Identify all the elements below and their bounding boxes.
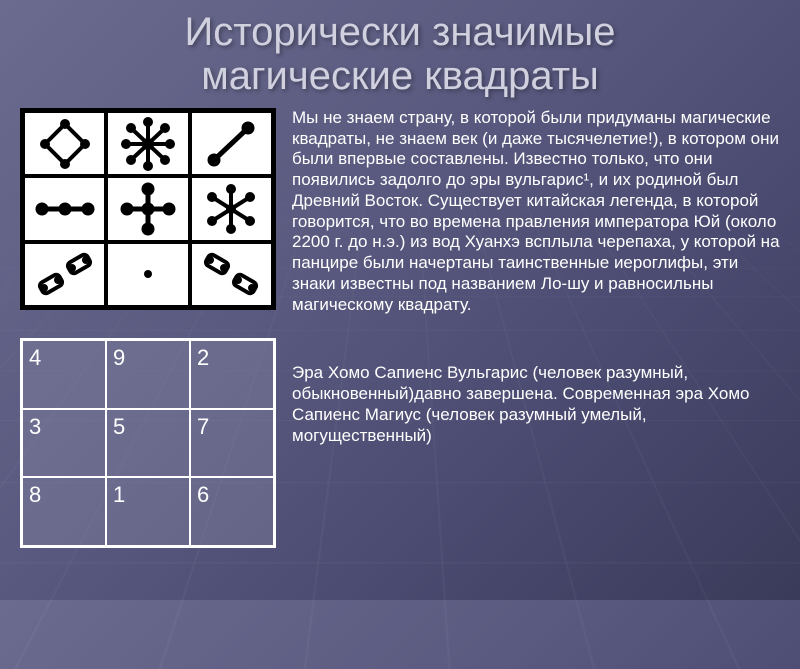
symbol-cross-5: [106, 176, 189, 241]
cell-0-2: 2: [190, 340, 274, 409]
symbol-dot-1: [106, 242, 189, 307]
cell-0-0: 4: [22, 340, 106, 409]
symbol-diamond-4: [23, 111, 106, 176]
symbol-diag-6: [190, 242, 273, 307]
symbol-star-9: [106, 111, 189, 176]
cell-1-2: 7: [190, 409, 274, 478]
cell-1-1: 5: [106, 409, 190, 478]
title-line-1: Исторически значимые: [185, 10, 616, 54]
cell-2-2: 6: [190, 477, 274, 546]
cell-1-0: 3: [22, 409, 106, 478]
cell-0-1: 9: [106, 340, 190, 409]
footnote-paragraph: Эра Хомо Сапиенс Вульгарис (человек разу…: [292, 363, 780, 446]
magic-square-grid: 4 9 2 3 5 7 8 1 6: [20, 338, 276, 548]
symbol-line-2: [190, 111, 273, 176]
main-paragraph: Мы не знаем страну, в которой были приду…: [292, 108, 780, 315]
title-line-2: магические квадраты: [201, 54, 599, 98]
cell-2-1: 1: [106, 477, 190, 546]
symbol-bar-3: [23, 176, 106, 241]
slide-title: Исторически значимые магические квадраты: [20, 10, 780, 98]
cell-2-0: 8: [22, 477, 106, 546]
symbol-diag-8: [23, 242, 106, 307]
symbol-star-7: [190, 176, 273, 241]
loshu-symbol-grid: [20, 108, 276, 310]
